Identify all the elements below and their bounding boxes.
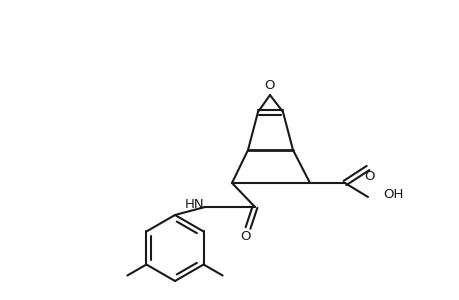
Text: HN: HN: [184, 199, 203, 212]
Text: OH: OH: [382, 188, 403, 202]
Text: O: O: [364, 170, 375, 184]
Text: O: O: [240, 230, 251, 244]
Text: O: O: [264, 79, 274, 92]
